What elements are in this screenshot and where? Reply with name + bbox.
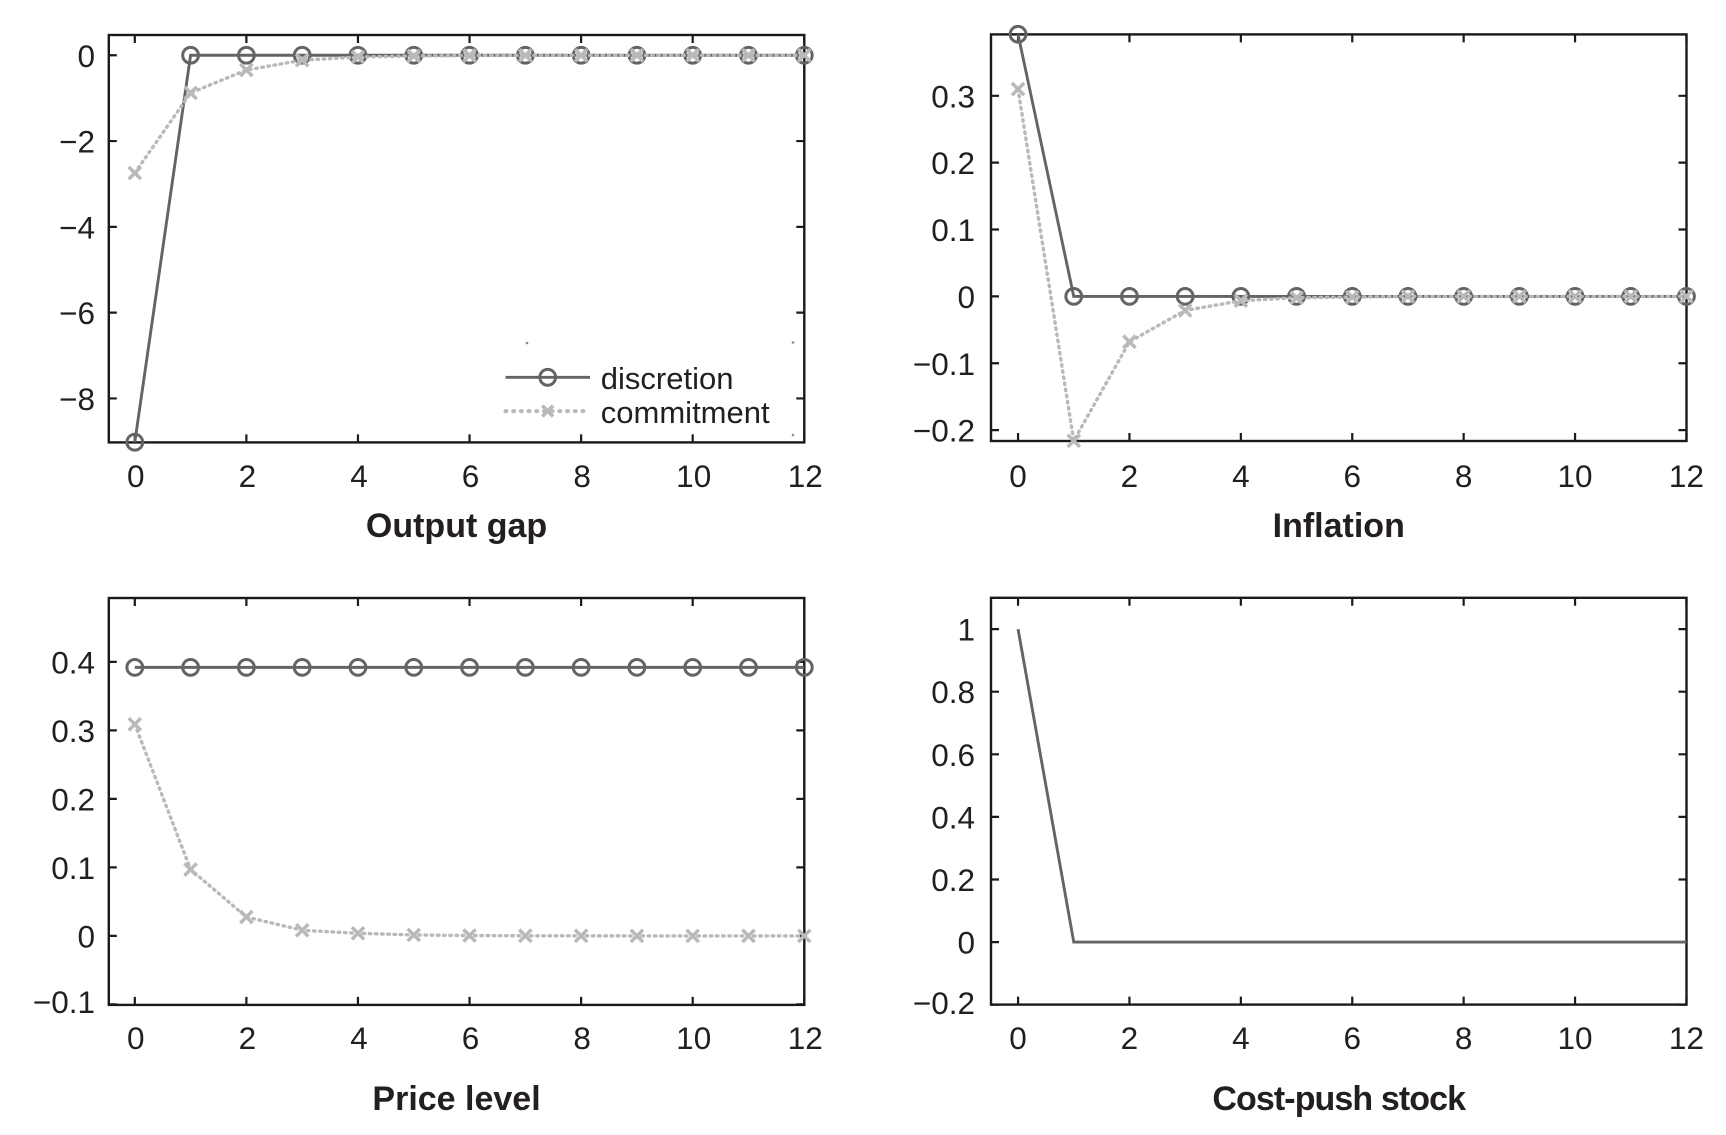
svg-text:0: 0 — [1009, 1020, 1027, 1056]
svg-text:Inflation: Inflation — [1273, 507, 1405, 545]
svg-text:−0.2: −0.2 — [913, 985, 975, 1021]
svg-text:0.1: 0.1 — [931, 212, 975, 248]
svg-text:12: 12 — [788, 458, 823, 494]
svg-text:0.2: 0.2 — [931, 862, 975, 898]
svg-text:0: 0 — [957, 279, 975, 315]
svg-text:4: 4 — [1232, 458, 1250, 494]
svg-text:4: 4 — [350, 1020, 368, 1056]
svg-text:8: 8 — [573, 1020, 591, 1056]
svg-text:0.1: 0.1 — [51, 850, 95, 886]
svg-text:−0.1: −0.1 — [33, 984, 95, 1020]
svg-text:0: 0 — [77, 38, 95, 74]
svg-text:commitment: commitment — [601, 395, 770, 430]
svg-text:12: 12 — [1669, 458, 1704, 494]
svg-text:2: 2 — [239, 1020, 257, 1056]
svg-text:0: 0 — [1009, 458, 1027, 494]
svg-text:0.8: 0.8 — [931, 674, 975, 710]
svg-text:Cost-push stock: Cost-push stock — [1212, 1080, 1466, 1118]
svg-text:1: 1 — [957, 612, 975, 648]
svg-text:10: 10 — [676, 458, 711, 494]
svg-text:2: 2 — [1121, 458, 1139, 494]
svg-text:−2: −2 — [59, 124, 95, 160]
svg-text:Price level: Price level — [372, 1080, 540, 1118]
svg-text:0.3: 0.3 — [931, 78, 975, 114]
svg-text:0: 0 — [957, 925, 975, 961]
svg-text:2: 2 — [1121, 1020, 1139, 1056]
svg-text:−4: −4 — [59, 209, 95, 245]
svg-text:0.4: 0.4 — [931, 799, 975, 835]
svg-text:Output gap: Output gap — [366, 507, 547, 545]
svg-text:0: 0 — [127, 1020, 145, 1056]
svg-text:4: 4 — [350, 458, 368, 494]
svg-text:6: 6 — [462, 458, 480, 494]
svg-text:0.2: 0.2 — [931, 145, 975, 181]
svg-text:−8: −8 — [59, 381, 95, 417]
svg-text:6: 6 — [1343, 458, 1361, 494]
svg-text:4: 4 — [1232, 1020, 1250, 1056]
svg-text:8: 8 — [573, 458, 591, 494]
svg-text:0: 0 — [77, 918, 95, 954]
svg-text:2: 2 — [239, 458, 257, 494]
svg-text:10: 10 — [1558, 458, 1593, 494]
svg-text:12: 12 — [788, 1020, 823, 1056]
svg-text:0.2: 0.2 — [51, 781, 95, 817]
svg-text:6: 6 — [1343, 1020, 1361, 1056]
svg-text:0: 0 — [127, 458, 145, 494]
svg-text:10: 10 — [1558, 1020, 1593, 1056]
svg-text:−0.1: −0.1 — [913, 346, 975, 382]
svg-text:0.3: 0.3 — [51, 713, 95, 749]
svg-text:−6: −6 — [59, 295, 95, 331]
svg-text:6: 6 — [462, 1020, 480, 1056]
svg-text:8: 8 — [1455, 458, 1473, 494]
svg-text:−0.2: −0.2 — [913, 413, 975, 449]
svg-text:discretion: discretion — [601, 361, 734, 396]
svg-text:12: 12 — [1669, 1020, 1704, 1056]
svg-text:8: 8 — [1455, 1020, 1473, 1056]
svg-text:10: 10 — [676, 1020, 711, 1056]
svg-text:0.4: 0.4 — [51, 644, 95, 680]
svg-text:0.6: 0.6 — [931, 737, 975, 773]
